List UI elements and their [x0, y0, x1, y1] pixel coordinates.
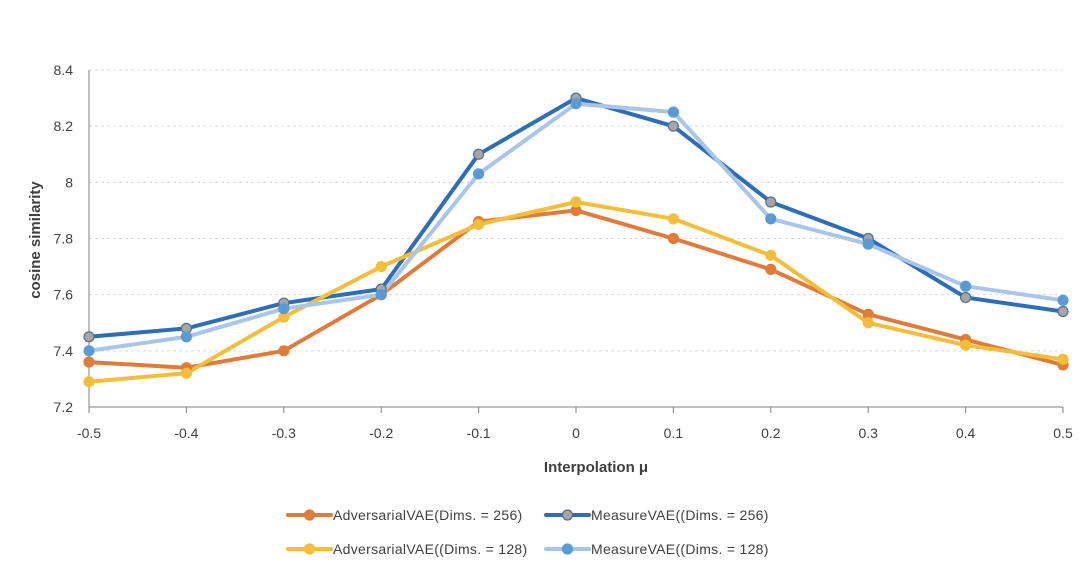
- data-point-series-3: [1057, 353, 1069, 365]
- legend-label-3: AdversarialVAE((Dims. = 128): [333, 541, 527, 557]
- data-point-series-2: [473, 148, 485, 160]
- y-axis-title: cosine similarity: [27, 181, 44, 299]
- y-tick-label: 7.6: [54, 287, 74, 303]
- data-point-series-4: [473, 168, 485, 180]
- x-tick-label: 0: [572, 425, 580, 441]
- data-point-series-4: [1057, 294, 1069, 306]
- data-point-series-3: [959, 339, 972, 351]
- x-tick-label: -0.3: [272, 425, 296, 441]
- legend-marker-3: [303, 543, 316, 555]
- data-point-series-1: [83, 356, 95, 368]
- data-point-series-4: [667, 106, 680, 118]
- legend-label-2: MeasureVAE((Dims. = 256): [591, 507, 769, 523]
- data-point-series-2: [959, 291, 972, 304]
- data-point-series-2: [765, 196, 777, 208]
- data-point-series-4: [278, 303, 290, 315]
- x-tick-label: -0.5: [77, 425, 101, 441]
- legend-marker-2: [561, 509, 574, 521]
- data-point-series-4: [765, 213, 777, 225]
- x-tick-label: -0.2: [369, 425, 393, 441]
- data-point-series-4: [83, 345, 95, 357]
- x-tick-label: -0.1: [467, 425, 491, 441]
- data-point-series-1: [278, 345, 290, 357]
- data-point-series-2: [83, 331, 95, 343]
- y-tick-label: 7.8: [54, 231, 74, 247]
- x-tick-label: -0.4: [174, 425, 198, 441]
- data-point-series-4: [959, 280, 972, 292]
- y-tick-label: 7.2: [54, 399, 74, 415]
- x-tick-labels: -0.5 -0.4 -0.3 -0.2 -0.1 0 0.1 0.2 0.3 0.4 0.5: [77, 425, 1073, 441]
- x-tick-label: 0.4: [956, 425, 976, 441]
- x-tick-label: 0.2: [761, 425, 781, 441]
- gridlines: [89, 69, 1063, 352]
- y-tick-label: 8.4: [54, 62, 74, 78]
- legend-label-4: MeasureVAE((Dims. = 128): [591, 541, 769, 557]
- data-point-series-3: [765, 249, 777, 261]
- data-point-series-3: [375, 260, 387, 273]
- legend-marker-4: [561, 543, 574, 555]
- series-markers: [83, 92, 1069, 388]
- x-tick-label: 0.1: [664, 425, 684, 441]
- data-point-series-3: [570, 196, 582, 208]
- legend-label-1: AdversarialVAE(Dims. = 256): [333, 507, 523, 523]
- x-tick-label: 0.5: [1053, 425, 1073, 441]
- data-point-series-4: [180, 331, 192, 343]
- y-tick-labels: 7.2 7.4 7.6 7.8 8 8.2 8.4: [54, 62, 74, 415]
- data-point-series-4: [375, 289, 387, 301]
- y-tick-label: 8.2: [54, 118, 74, 134]
- x-axis-title: Interpolation μ: [544, 459, 648, 476]
- data-point-series-3: [667, 213, 680, 225]
- data-point-series-3: [473, 218, 485, 231]
- axes: [88, 70, 1064, 413]
- legend: AdversarialVAE(Dims. = 256) MeasureVAE((D…: [286, 507, 769, 557]
- legend-marker-1: [303, 509, 316, 521]
- data-point-series-4: [570, 98, 582, 110]
- y-tick-label: 7.4: [54, 343, 74, 359]
- series-lines: [87, 96, 1065, 384]
- data-point-series-1: [765, 263, 777, 275]
- data-point-series-3: [83, 376, 95, 388]
- data-point-series-3: [862, 317, 874, 329]
- series-line-3: [87, 200, 1065, 384]
- data-point-series-2: [1057, 305, 1069, 318]
- data-point-series-1: [667, 232, 680, 245]
- data-point-series-2: [667, 120, 680, 132]
- y-tick-label: 8: [65, 174, 73, 190]
- data-point-series-4: [862, 238, 874, 250]
- data-point-series-3: [180, 367, 192, 379]
- series-line-2: [87, 96, 1065, 339]
- x-tick-label: 0.3: [858, 425, 878, 441]
